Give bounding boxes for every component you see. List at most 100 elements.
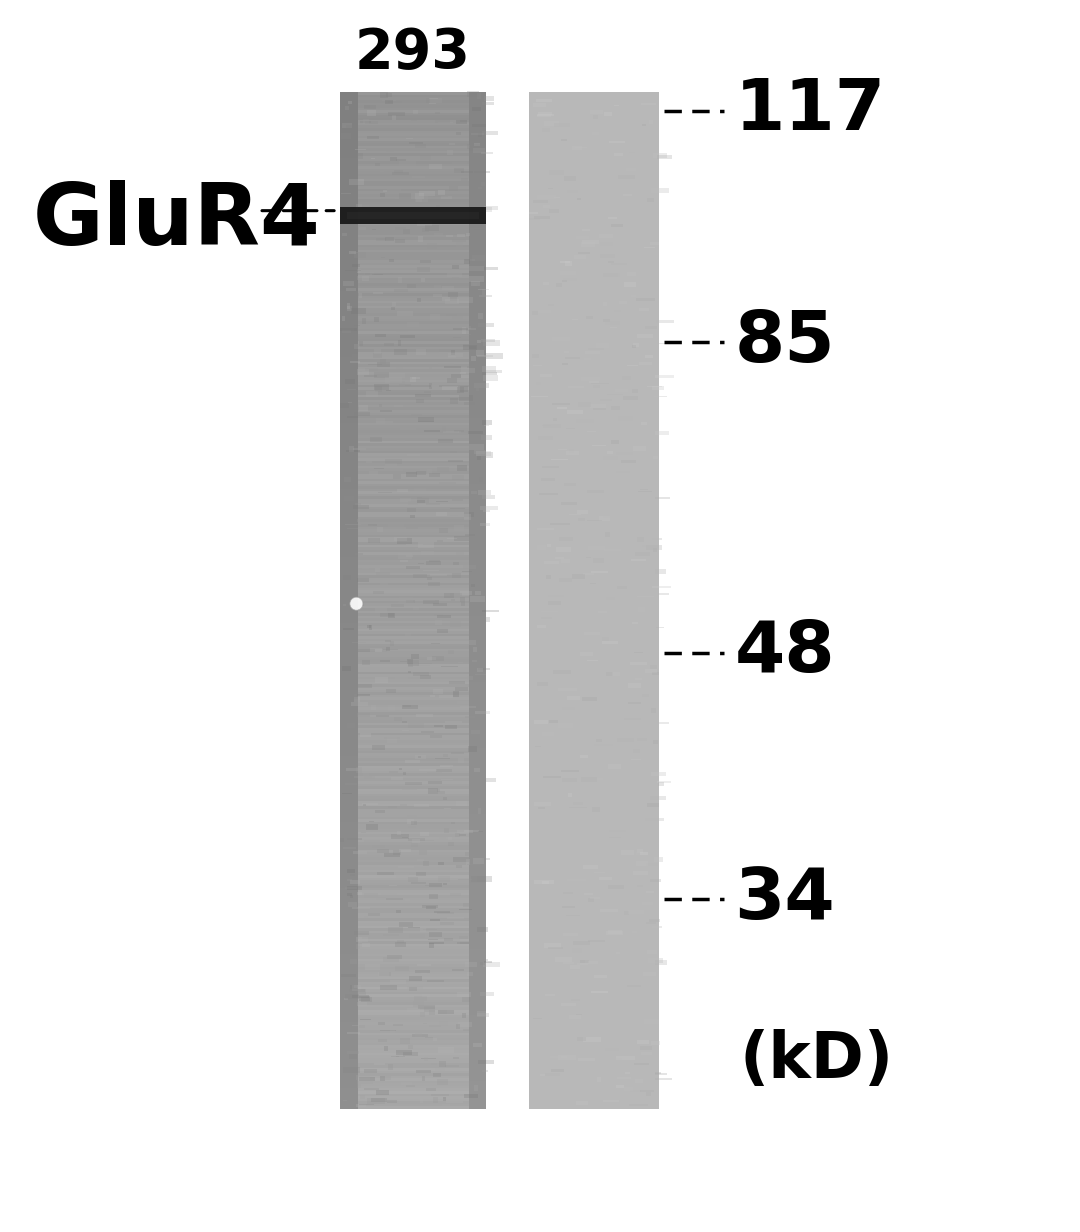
Bar (469, 283, 486, 286)
Bar (613, 758, 627, 760)
Bar (448, 841, 455, 846)
Bar (535, 216, 550, 218)
Bar (469, 432, 486, 435)
Bar (476, 456, 481, 460)
Bar (340, 466, 357, 468)
Bar (340, 288, 357, 291)
Bar (340, 319, 357, 322)
Bar (469, 557, 486, 559)
Bar (469, 659, 486, 662)
Bar (340, 339, 486, 341)
Bar (340, 616, 486, 618)
Bar (340, 1078, 357, 1080)
Bar (376, 419, 386, 424)
Bar (469, 844, 486, 848)
Bar (413, 110, 418, 113)
Bar (623, 395, 638, 399)
Bar (340, 248, 357, 250)
Bar (340, 817, 486, 819)
Bar (469, 1092, 486, 1094)
Bar (599, 234, 612, 238)
Bar (354, 776, 372, 779)
Bar (340, 219, 357, 222)
Bar (340, 882, 486, 885)
Bar (340, 1058, 357, 1061)
Bar (416, 349, 426, 355)
Bar (340, 126, 486, 128)
Bar (340, 1066, 357, 1068)
Bar (457, 992, 471, 997)
Bar (469, 563, 486, 565)
Bar (443, 797, 447, 800)
Bar (469, 1053, 486, 1056)
Bar (340, 357, 357, 360)
Bar (340, 573, 486, 575)
Bar (577, 510, 588, 514)
Bar (447, 150, 453, 155)
Bar (565, 357, 580, 359)
Bar (340, 575, 357, 578)
Bar (357, 205, 368, 211)
Bar (340, 929, 486, 931)
Bar (469, 855, 486, 857)
Bar (340, 1015, 486, 1018)
Bar (557, 865, 576, 869)
Bar (340, 888, 357, 891)
Bar (410, 377, 416, 382)
Bar (340, 819, 486, 822)
Bar (469, 174, 486, 176)
Bar (457, 1024, 460, 1029)
Bar (455, 686, 469, 691)
Bar (360, 1104, 375, 1105)
Bar (632, 389, 638, 393)
Bar (469, 755, 486, 758)
Bar (469, 595, 486, 598)
Bar (618, 416, 633, 420)
Bar (469, 687, 486, 690)
Bar (469, 604, 486, 606)
Bar (340, 219, 486, 222)
Bar (440, 1061, 446, 1067)
Bar (448, 356, 456, 359)
Bar (340, 267, 486, 270)
Bar (592, 132, 599, 136)
Bar (340, 334, 486, 336)
Bar (378, 1021, 384, 1025)
Bar (529, 212, 538, 214)
Bar (465, 535, 475, 536)
Bar (340, 296, 357, 298)
Bar (400, 498, 410, 503)
Bar (340, 349, 486, 351)
Bar (469, 766, 486, 769)
Bar (436, 467, 448, 472)
Bar (469, 654, 486, 657)
Bar (469, 229, 486, 232)
Bar (352, 264, 361, 267)
Bar (340, 1101, 486, 1104)
Bar (458, 431, 461, 432)
Bar (408, 877, 418, 882)
Bar (605, 532, 610, 537)
Bar (397, 602, 414, 605)
Bar (469, 410, 486, 413)
Bar (340, 961, 486, 963)
Bar (340, 999, 486, 1002)
Bar (610, 328, 617, 329)
Bar (572, 949, 582, 954)
Bar (537, 195, 555, 200)
Bar (340, 1101, 357, 1104)
Bar (340, 1030, 486, 1032)
Bar (340, 700, 357, 702)
Bar (546, 543, 551, 547)
Bar (482, 132, 498, 136)
Bar (340, 882, 357, 885)
Bar (643, 972, 656, 976)
Bar (340, 697, 486, 700)
Bar (468, 366, 482, 368)
Bar (340, 164, 357, 166)
Bar (469, 250, 486, 253)
Bar (340, 471, 357, 473)
Bar (340, 712, 357, 715)
Bar (340, 133, 486, 136)
Bar (411, 653, 419, 659)
